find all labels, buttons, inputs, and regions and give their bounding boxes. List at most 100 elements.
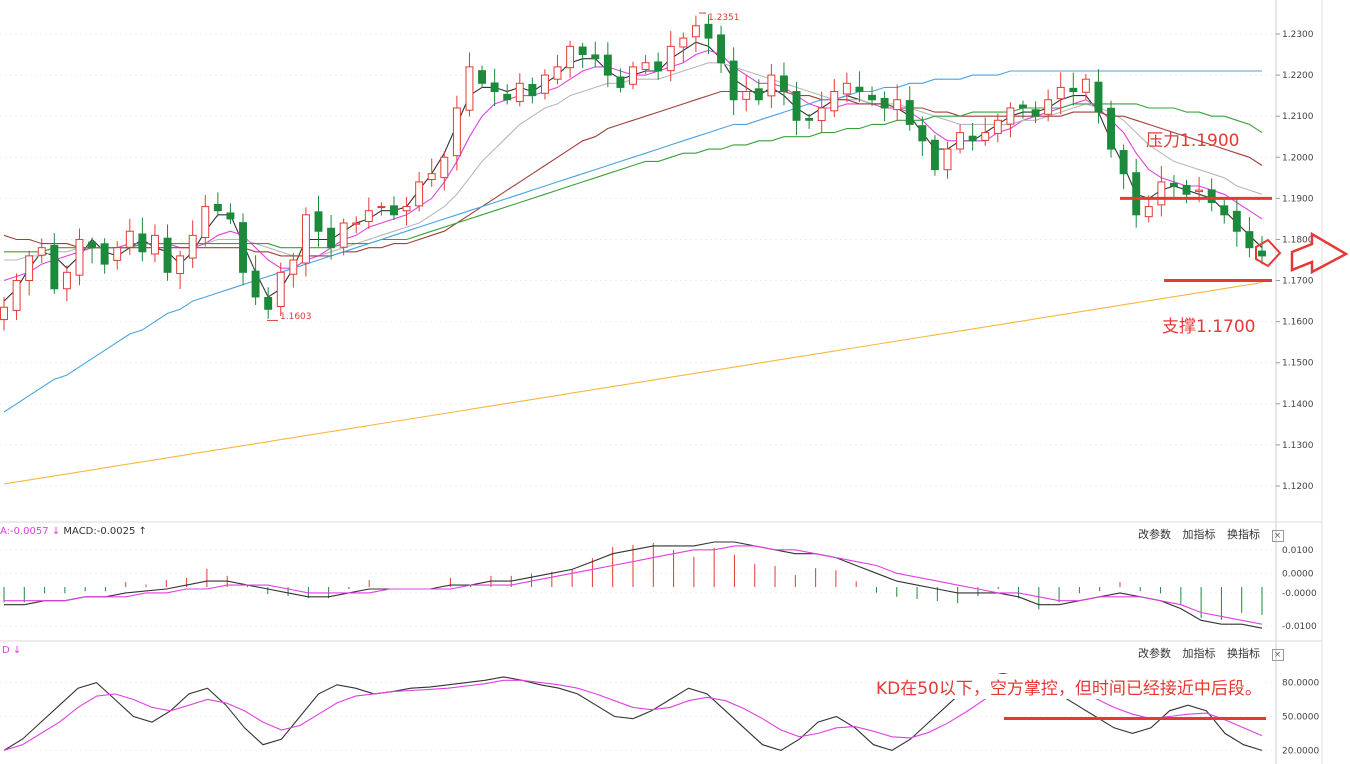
candle-body	[1182, 184, 1191, 195]
candle	[679, 32, 688, 63]
candle	[88, 237, 97, 264]
candle-body	[465, 66, 474, 111]
candle	[691, 15, 700, 53]
candle	[339, 218, 348, 256]
candle	[1107, 100, 1115, 158]
candle-body	[691, 25, 700, 38]
macd-change-params-button[interactable]: 改参数	[1138, 528, 1171, 541]
price-tick-label: 1.1600	[1282, 318, 1314, 328]
candle	[742, 75, 751, 112]
candle	[566, 40, 575, 78]
candle	[1220, 200, 1229, 224]
candle-body	[792, 91, 801, 121]
candle-body	[1056, 86, 1065, 100]
candle	[239, 213, 247, 285]
candle-body	[75, 238, 84, 276]
candle	[603, 42, 612, 88]
macd-tick-label: -0.0100	[1282, 622, 1317, 632]
candle	[767, 64, 776, 109]
candle	[440, 151, 449, 191]
candle	[151, 224, 159, 263]
candle	[327, 214, 336, 260]
candle-body	[264, 296, 273, 310]
candle	[629, 61, 637, 90]
candle	[880, 91, 889, 122]
macd-tick-label: 0.0100	[1282, 546, 1314, 556]
kd-header: D ↓	[2, 645, 21, 656]
candle-body	[1258, 250, 1266, 257]
candle-body	[1220, 205, 1229, 216]
candle-body	[276, 271, 285, 308]
candle	[968, 122, 977, 151]
candle	[276, 262, 285, 317]
candle-body	[629, 66, 637, 85]
kd-add-indicator-button[interactable]: 加指标	[1182, 647, 1216, 660]
candle-body	[239, 222, 247, 273]
moving-average-line	[3, 70, 1262, 413]
candle-body	[1207, 189, 1216, 203]
candle	[251, 255, 260, 306]
candle-body	[125, 230, 134, 248]
candle-body	[452, 107, 461, 157]
kd-switch-indicator-button[interactable]: 换指标	[1227, 647, 1260, 660]
price-tick-label: 1.2300	[1282, 30, 1314, 40]
candle	[201, 195, 210, 247]
candle-body	[729, 60, 738, 101]
resistance-label: 压力1.1900	[1146, 131, 1240, 151]
candle-body	[25, 255, 34, 281]
candle-body	[1006, 107, 1015, 125]
candle-body	[1157, 181, 1166, 206]
candle	[1232, 197, 1241, 247]
price-tick-label: 1.1200	[1282, 482, 1314, 492]
candle-body	[918, 125, 927, 142]
candle	[50, 233, 59, 294]
macd-header-arrow2: ↑	[138, 526, 147, 537]
macd-switch-indicator-button[interactable]: 换指标	[1227, 528, 1260, 541]
candle	[704, 14, 713, 55]
candle	[0, 297, 8, 331]
candle	[868, 86, 876, 107]
kd-tick-label: 20.0000	[1282, 746, 1319, 756]
candle	[591, 41, 600, 67]
candle	[138, 217, 147, 262]
candle	[1132, 158, 1141, 228]
candle	[415, 172, 424, 212]
candle-body	[666, 45, 675, 72]
candle	[540, 69, 549, 100]
kd-tick-label: 80.0000	[1282, 679, 1319, 689]
candle	[364, 197, 373, 229]
kd-close-button[interactable]: ×	[1271, 649, 1284, 661]
moving-average-line	[3, 282, 1263, 485]
candle-body	[1044, 99, 1053, 115]
candle-body	[943, 148, 952, 171]
candle-body	[1069, 87, 1078, 93]
candle	[264, 287, 273, 319]
candle	[100, 238, 109, 274]
candle	[301, 207, 310, 277]
candle-body	[339, 222, 348, 248]
price-tick-label: 1.2200	[1282, 71, 1314, 81]
candle-body	[251, 270, 260, 298]
macd-dea-line	[4, 545, 1263, 625]
candle	[289, 252, 298, 288]
macd-header: A:-0.0057 ↓ MACD:-0.0025 ↑	[0, 526, 147, 537]
candle	[1006, 102, 1015, 138]
candle	[1245, 216, 1254, 258]
candle	[390, 196, 398, 221]
candle-body	[817, 107, 826, 122]
kd-change-params-button[interactable]: 改参数	[1138, 647, 1171, 660]
candle-body	[1132, 172, 1141, 216]
candle-body	[780, 75, 788, 93]
macd-header-arrow1: ↓	[51, 526, 61, 537]
moving-average-line	[3, 90, 1263, 257]
candle-body	[830, 91, 839, 112]
grid-lines	[0, 33, 1276, 487]
candle-body	[993, 119, 1002, 134]
candle-body	[754, 88, 763, 101]
price-tick-label: 1.2100	[1282, 112, 1314, 122]
candle	[352, 216, 361, 234]
macd-close-button[interactable]: ×	[1271, 530, 1284, 542]
candle	[943, 141, 952, 179]
macd-add-indicator-button[interactable]: 加指标	[1182, 528, 1216, 541]
